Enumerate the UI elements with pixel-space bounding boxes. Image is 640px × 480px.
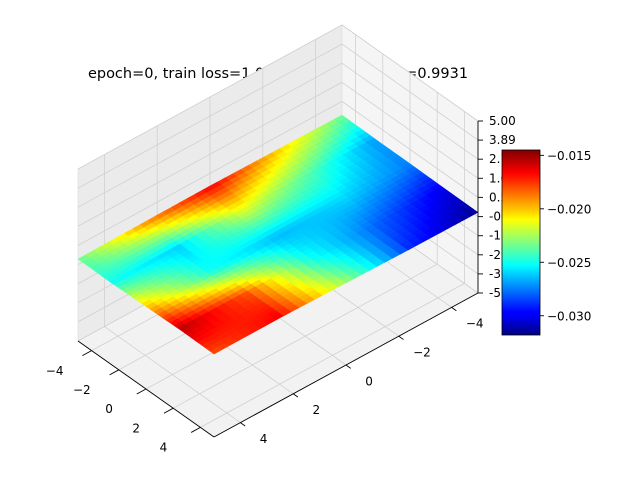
x-tick-label: 2 <box>132 421 140 435</box>
y-tick-mark <box>345 364 352 369</box>
z-grid-back <box>341 62 479 160</box>
z-grid-back <box>341 81 479 179</box>
z-grid-back <box>341 101 479 198</box>
z-grid-left <box>77 43 343 189</box>
y-tick-label: −4 <box>466 317 484 331</box>
z-grid-back <box>341 43 479 141</box>
z-grid-left <box>77 24 343 170</box>
z-grid-left <box>77 101 343 246</box>
y-grid-floor <box>104 326 241 423</box>
x-tick-mark <box>163 407 174 414</box>
colorbar: −0.015 −0.020 −0.025 −0.030 <box>501 149 591 336</box>
x-tick-label: −2 <box>73 383 91 397</box>
x-tick-mark <box>190 427 201 433</box>
y-tick-mark <box>451 307 457 312</box>
x-tick-mark <box>109 369 120 376</box>
y-tick-mark <box>292 393 299 398</box>
z-grid-back <box>341 24 479 122</box>
colorbar-tick-label: −0.030 <box>547 309 591 323</box>
z-tick-label: 3.89 <box>489 133 516 147</box>
colorbar-tick-label: −0.020 <box>547 202 591 216</box>
y-tick-mark <box>240 422 246 427</box>
x-tick-mark <box>82 350 92 357</box>
x-tick-label: 4 <box>160 441 168 455</box>
z-grid-left <box>77 81 343 227</box>
colorbar-tick-label: −0.025 <box>547 256 591 270</box>
y-tick-label: 0 <box>365 374 373 388</box>
x-tick-label: −4 <box>46 364 64 378</box>
x-tick-mark <box>136 388 147 395</box>
surface-cell <box>465 209 479 217</box>
colorbar-tick-label: −0.015 <box>547 149 591 163</box>
z-grid-left <box>77 62 343 208</box>
z-tick-label: 5.00 <box>489 114 516 128</box>
surface-plot <box>77 114 479 355</box>
y-tick-label: 2 <box>312 403 320 417</box>
y-tick-label: 4 <box>260 432 268 446</box>
x-tick-label: 0 <box>105 402 113 416</box>
y-tick-mark <box>398 335 404 340</box>
colorbar-gradient <box>501 149 541 336</box>
y-tick-label: −2 <box>413 346 431 360</box>
